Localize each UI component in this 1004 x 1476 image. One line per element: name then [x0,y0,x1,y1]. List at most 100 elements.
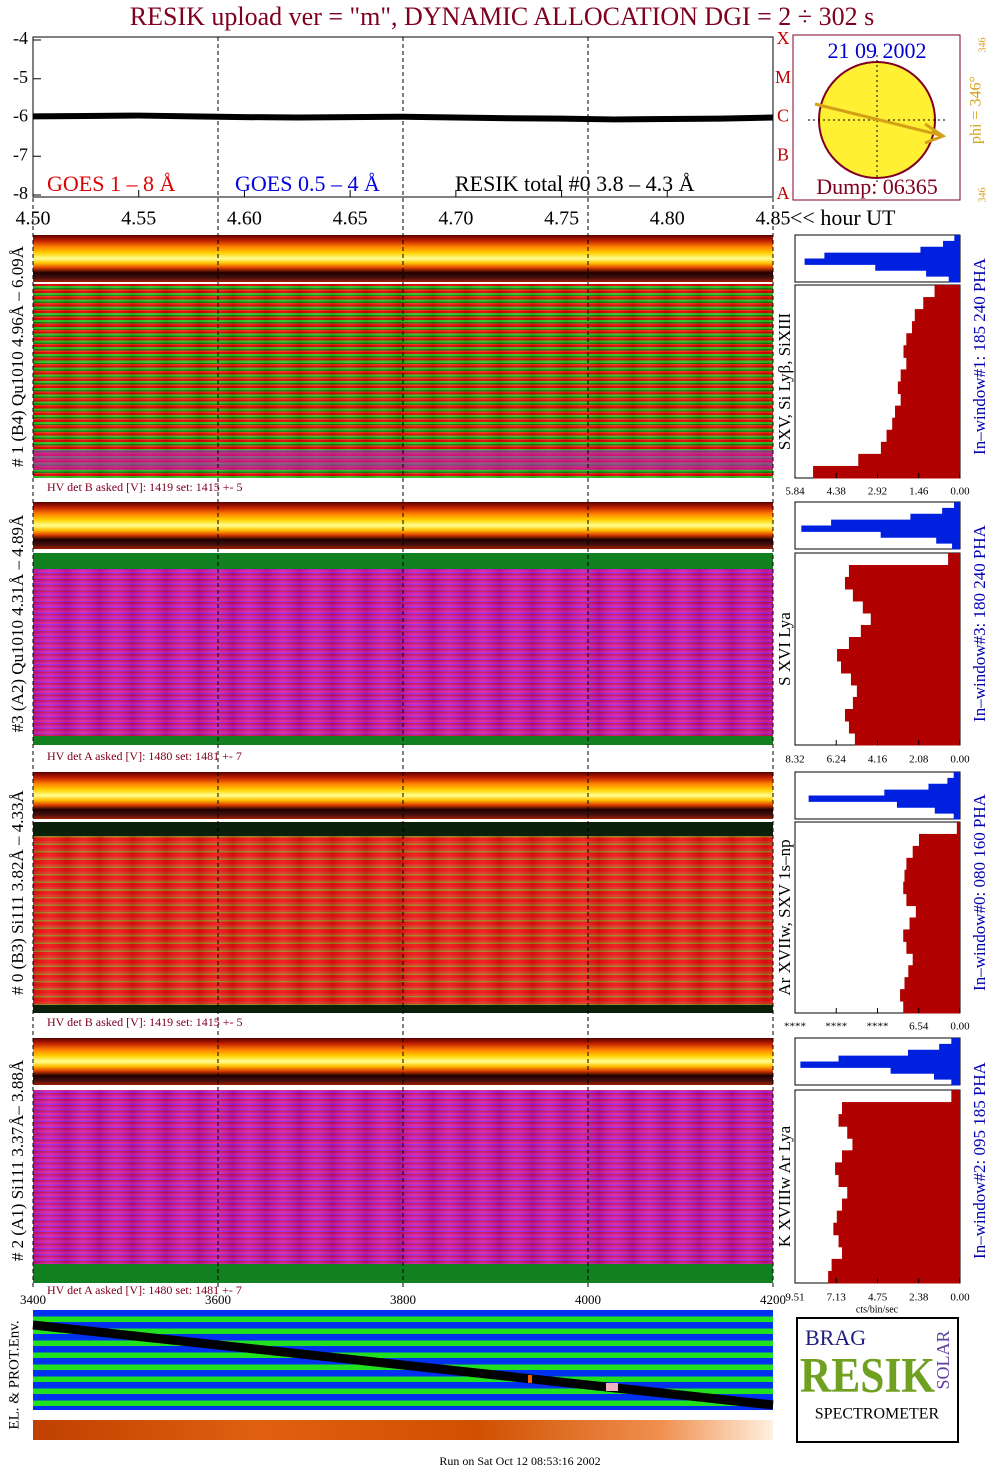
profile-bar [838,1114,960,1127]
profile-bar [900,369,960,382]
x-tick-label: 4.85 [756,208,791,230]
x-tick-label: 4.55 [121,208,156,230]
x-tick-label: 0.00 [950,1021,970,1033]
x-tick-label: 4.16 [868,754,888,766]
profile-bar [831,519,960,526]
profile-bar [914,309,960,322]
window-label: In–window#0: 080 160 PHA [970,793,989,991]
profile-bar [848,565,960,578]
profile-bar [844,709,960,722]
profile-bar [852,1138,960,1151]
x-tick-label: 7.13 [827,1292,847,1304]
lines-label: K XVIIIw Ar Lya [775,1125,794,1247]
profile-bar [880,441,960,455]
sun-panel: 21 09 2002 Dump: 06365 phi = 346° 346 34… [792,34,988,203]
profile-bar [906,941,960,954]
env-label: EL. & PROT.Env. [6,1320,22,1429]
profile-bar [952,543,960,550]
x-tick-label: 1.46 [909,486,929,498]
profile-bar [943,240,960,248]
x-tick-label: 4.50 [16,208,51,230]
profile-bar [926,270,960,277]
hv-label: HV det A asked [V]: 1480 set: 1481 +- 7 [47,1283,242,1297]
profile-bar [903,929,960,942]
profile-bar [911,321,960,334]
profile-bar [895,405,960,419]
x-tick-label: 2.92 [868,486,887,498]
window-label: In–window#2: 095 185 PHA [970,1061,989,1259]
profile-bar [852,589,960,602]
profile-bar [947,777,960,785]
profile-bar [870,613,960,626]
lines-label: Ar XVIIw, SXV 1s–np [775,839,794,995]
legend-label: GOES 1 – 8 Å [47,171,175,196]
profile-bar [800,1061,960,1068]
profile-bar [862,601,960,614]
x-tick-label: 4.80 [650,208,685,230]
x-tick-label: 0.00 [950,1292,970,1304]
x-axis-label: cts/bin/sec [856,1304,899,1315]
lines-label: SXV, Si Lyβ, SiXIII [775,313,794,451]
y-tick-label: -4 [13,28,28,48]
profile-bar [900,393,960,407]
dump: Dump: 06365 [816,174,938,199]
profile-bar [923,297,960,310]
x2-tick-label: 3400 [20,1292,46,1307]
x-tick-label: 2.08 [909,754,929,766]
profile-bar [835,1162,960,1175]
env-marker [528,1375,532,1383]
profile-bar [906,333,960,346]
profile-bar [906,893,960,907]
profile-bar [910,513,960,521]
profile-bar [801,525,960,532]
env-marker [606,1383,618,1391]
y-tick-label: -7 [13,144,28,164]
profile-bar [954,235,960,242]
hv-label: HV det B asked [V]: 1419 set: 1415 +- 5 [47,480,243,494]
profile-bar [847,1186,960,1200]
heatmap-overlay [33,822,773,1013]
profile-bar [838,1174,960,1187]
profile-bar [847,1126,960,1139]
profile-bar [928,783,960,791]
logo-frame [796,1317,959,1443]
profile-bar [912,845,960,859]
profile-bar [833,1222,960,1236]
profile-bar [831,1258,960,1272]
profile-bar [854,733,960,746]
profile-bar [842,1246,960,1260]
profile-bar [912,953,960,966]
lines-label: S XVI Lya [775,612,794,686]
title: RESIK upload ver = "m", DYNAMIC ALLOCATI… [130,2,874,31]
profile-bar [856,685,960,698]
hv-label: HV det B asked [V]: 1419 set: 1415 +- 5 [47,1015,243,1029]
profile-bar [860,625,960,638]
profile-bar [919,833,960,847]
profile-bar [837,649,960,662]
arrow-head [924,122,947,145]
profile-bar [886,429,960,443]
profile-bar [813,465,960,479]
profile-bar [953,772,960,779]
profile-bar [836,1210,960,1224]
flare-class: A [777,183,790,203]
profile-bar [842,1198,960,1212]
profile-bar [890,1067,960,1074]
profile-bar [880,531,960,538]
profile-bar [897,381,960,395]
profile-bar [875,264,960,271]
flare-class: B [777,144,789,164]
x2-tick-label: 4200 [760,1292,786,1307]
profile-bar [848,721,960,734]
profile-bar [948,276,960,283]
x-tick-label: **** [867,1021,889,1033]
heatmap-band [33,1005,773,1013]
logo: BRAG RESIK SOLAR SPECTROMETER [796,1317,959,1443]
profile-bar [828,1270,960,1284]
x2-tick-label: 4000 [575,1292,601,1307]
profile-bar [892,417,960,431]
profile-bar [934,807,960,814]
x-tick-label: 2.38 [909,1292,929,1304]
x-tick-label: 4.38 [827,486,847,498]
